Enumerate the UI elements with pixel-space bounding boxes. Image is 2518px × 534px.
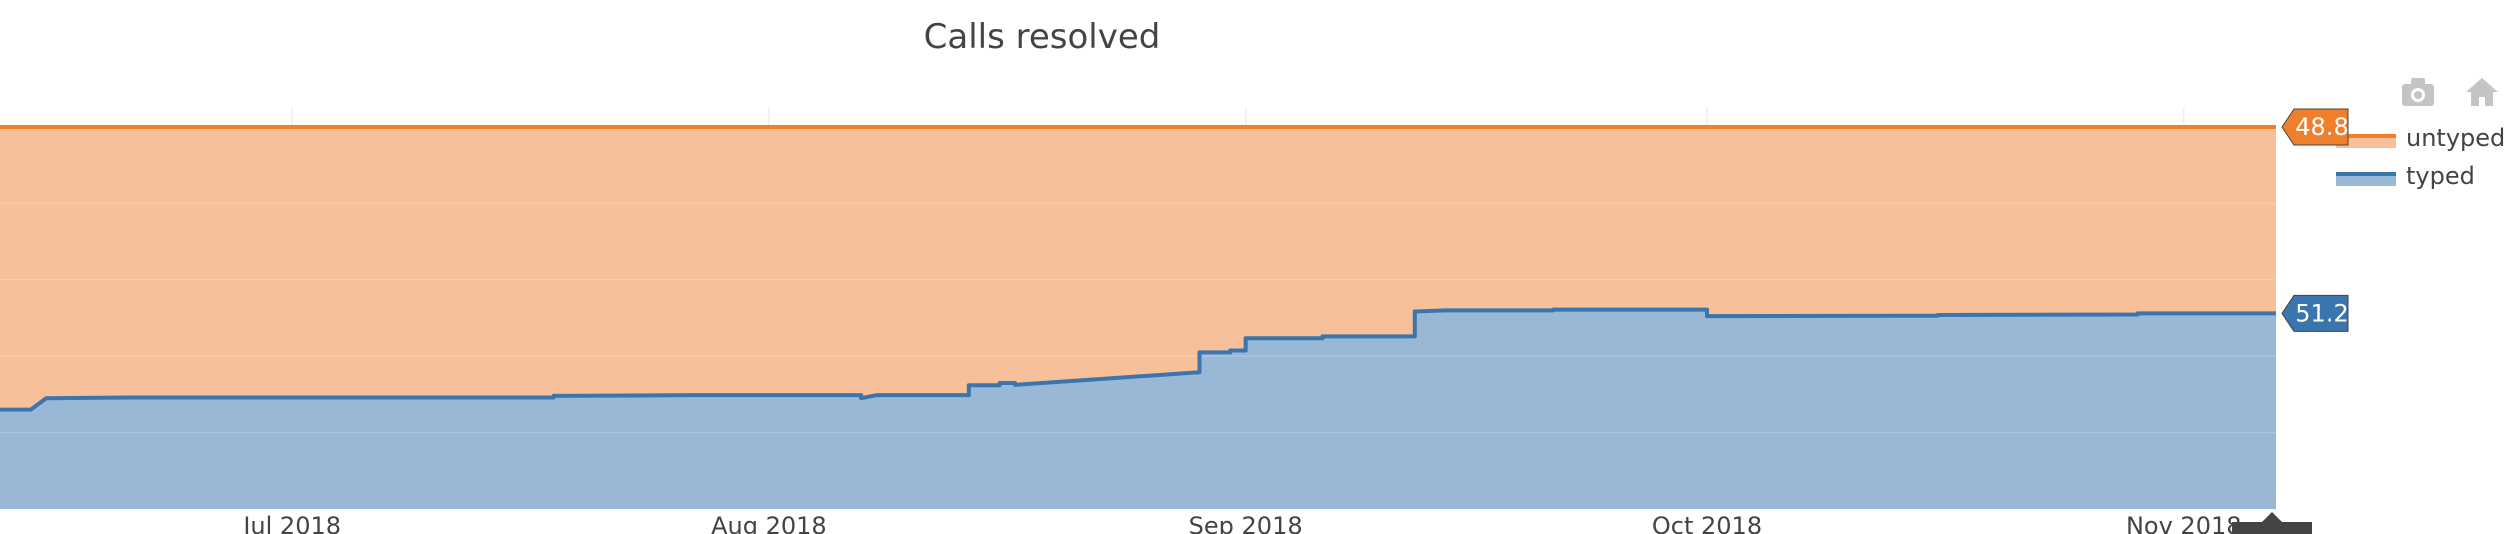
hover-label-untyped-text: 48.8	[2295, 113, 2348, 141]
x-tick-label: Nov 2018	[2126, 512, 2242, 534]
area-typed[interactable]	[0, 309, 2276, 509]
plot-area[interactable]	[0, 125, 2276, 509]
legend: untyped typed	[2336, 124, 2505, 190]
legend-swatch-untyped	[2336, 136, 2396, 148]
x-tick-label: Jul 2018	[241, 512, 341, 534]
legend-item-untyped[interactable]: untyped	[2336, 124, 2505, 152]
home-icon[interactable]	[2466, 78, 2498, 106]
hover-label-untyped-box	[2281, 108, 2349, 146]
camera-icon[interactable]	[2402, 78, 2434, 106]
x-axis: Jul 2018 Aug 2018 Sep 2018 Oct 2018 Nov 2018	[241, 512, 2241, 534]
line-typed[interactable]	[0, 307, 2276, 412]
x-tick-label: Sep 2018	[1189, 512, 1303, 534]
hover-labels: 48.8 51.2	[2281, 108, 2349, 332]
x-tick-label: Aug 2018	[711, 512, 827, 534]
hover-label-typed-box	[2281, 294, 2349, 332]
hover-label-untyped: 48.8	[2281, 108, 2349, 146]
legend-item-typed[interactable]: typed	[2336, 162, 2475, 190]
hover-label-typed-text: 51.2	[2295, 299, 2348, 327]
legend-label-typed: typed	[2406, 162, 2475, 190]
legend-label-untyped: untyped	[2406, 124, 2505, 152]
legend-swatch-typed	[2336, 174, 2396, 186]
chart-title: Calls resolved	[924, 17, 1161, 57]
x-tick-label: Oct 2018	[1652, 512, 1762, 534]
hover-label-typed: 51.2	[2281, 294, 2349, 332]
x-hover-label	[2232, 512, 2312, 534]
